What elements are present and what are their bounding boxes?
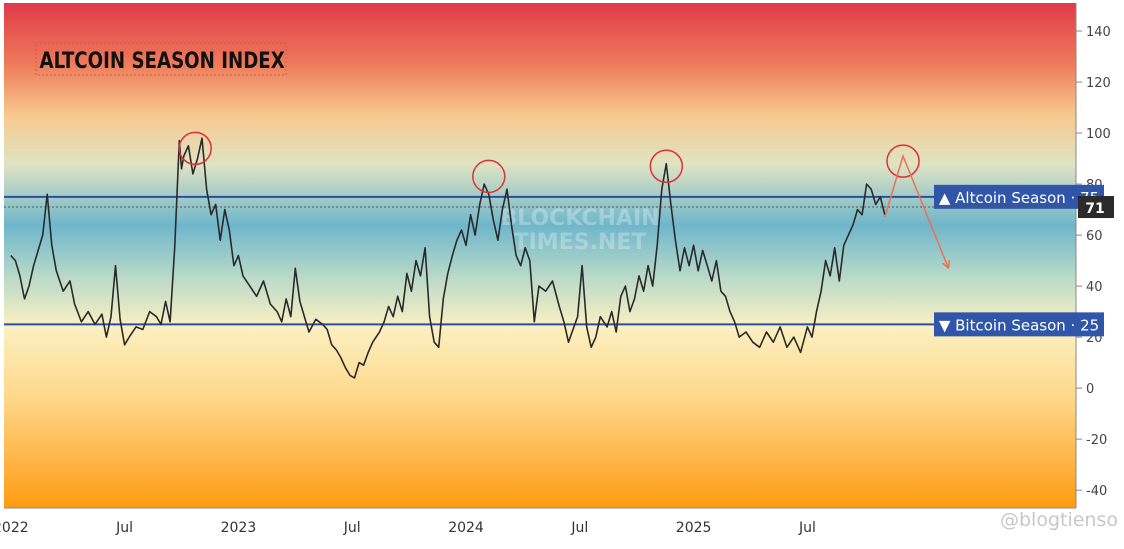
x-axis-panel — [0, 508, 1124, 545]
peak-circle — [649, 149, 684, 183]
title-box: ALTCOIN SEASON INDEX — [35, 42, 287, 76]
x-tick-label: 2022 — [0, 520, 29, 536]
reference-lines: ▲ Altcoin Season · 75 ▼ Bitcoin Season · … — [4, 184, 1114, 337]
y-tick-label: 60 — [1086, 229, 1103, 244]
x-tick-label: 2025 — [676, 520, 712, 536]
x-tick-label: Jul — [798, 520, 816, 536]
peak-circle — [472, 159, 506, 194]
plot-background — [4, 3, 1076, 508]
x-tick-label: Jul — [115, 520, 133, 536]
y-tick-label: 120 — [1086, 76, 1111, 91]
peak-circle — [886, 144, 920, 178]
y-tick-label: -20 — [1086, 433, 1107, 448]
x-tick-label: Jul — [570, 520, 588, 536]
reference-label-box — [934, 312, 1104, 337]
watermark: BLOCKCHAIN TIMES.NET — [500, 206, 659, 255]
y-tick-label: 40 — [1086, 280, 1103, 295]
reference-label-box — [934, 184, 1104, 209]
y-tick-label: -40 — [1086, 484, 1107, 499]
x-tick-label: 2023 — [221, 520, 257, 536]
y-tick-label: 0 — [1086, 382, 1094, 397]
chart-title: ALTCOIN SEASON INDEX — [40, 47, 286, 73]
peak-circle — [178, 131, 212, 166]
y-tick-label: 140 — [1086, 25, 1111, 40]
projection-arrowhead — [942, 260, 950, 269]
watermark-line: BLOCKCHAIN — [500, 206, 659, 231]
watermark-line: TIMES.NET — [514, 230, 647, 255]
annotation-layer — [178, 131, 950, 269]
series-layer — [10, 137, 886, 379]
x-tick-label: Jul — [343, 520, 361, 536]
credit-watermark: @blogtienso — [1000, 509, 1118, 531]
current-value-box — [1078, 196, 1114, 219]
x-tick-layer: 2022 Jul 2023 Jul 2024 Jul 2025 Jul — [0, 520, 816, 536]
y-tick-label: 100 — [1086, 127, 1111, 142]
x-tick-label: 2024 — [448, 520, 484, 536]
reference-label: ▼ Bitcoin Season · 25 — [939, 316, 1099, 334]
current-value-label: 71 — [1085, 201, 1104, 217]
projection-line — [884, 153, 950, 269]
axis-panel — [1076, 3, 1124, 508]
reference-label: ▲ Altcoin Season · 75 — [939, 189, 1099, 207]
index-series-line — [10, 137, 886, 379]
